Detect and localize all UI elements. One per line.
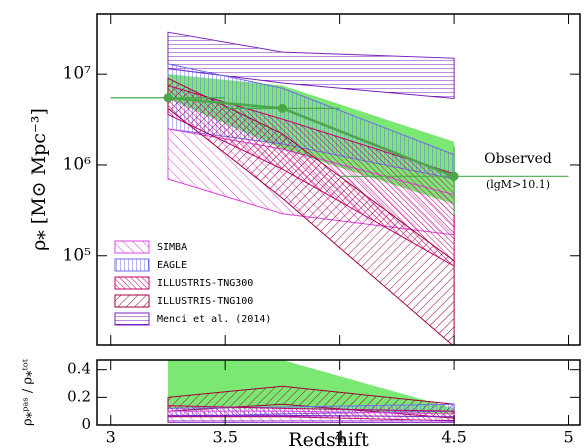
y-tick-label: 0.4 — [67, 360, 91, 378]
annotation: (lgM>10.1) — [486, 178, 550, 191]
y-tick-label: 10⁷ — [63, 64, 92, 84]
legend-label: Menci et al. (2014) — [157, 314, 271, 325]
observed-point — [163, 93, 173, 103]
observed-point — [277, 103, 287, 113]
legend-swatch — [114, 258, 150, 272]
y-tick-label: 10⁵ — [63, 245, 92, 265]
x-tick-label: 3 — [106, 428, 116, 447]
x-tick-label: 3.5 — [212, 428, 237, 447]
legend-swatch — [114, 312, 150, 326]
plot-area — [167, 360, 455, 423]
plot-area — [110, 31, 569, 345]
legend-swatch — [114, 276, 150, 290]
band — [167, 414, 455, 423]
frame — [96, 359, 581, 426]
legend-label: EAGLE — [157, 260, 187, 271]
y-axis-label: ρ⁎ [M⊙ Mpc⁻³] — [28, 108, 50, 251]
y-tick-label: 0 — [81, 415, 91, 433]
x-tick-label: 4 — [335, 428, 345, 447]
x-axis-label: Redshift — [288, 429, 369, 448]
legend-label: SIMBA — [157, 242, 187, 253]
band — [167, 77, 455, 345]
legend-swatch — [114, 240, 150, 254]
legend-label: ILLUSTRIS-TNG300 — [157, 278, 253, 289]
legend-swatch — [114, 294, 150, 308]
legend-label: ILLUSTRIS-TNG100 — [157, 296, 253, 307]
y-tick-label: 0.2 — [67, 387, 91, 405]
x-tick-label: 4.5 — [441, 428, 466, 447]
x-tick-label: 5 — [563, 428, 573, 447]
y-axis-label: ρ⁎ᵖᵃˢ / ρ⁎ᵗᵒᵗ — [21, 358, 36, 426]
observed-point — [449, 171, 459, 181]
annotation: Observed — [484, 151, 552, 167]
frame — [96, 13, 581, 346]
y-tick-label: 10⁶ — [63, 154, 92, 174]
